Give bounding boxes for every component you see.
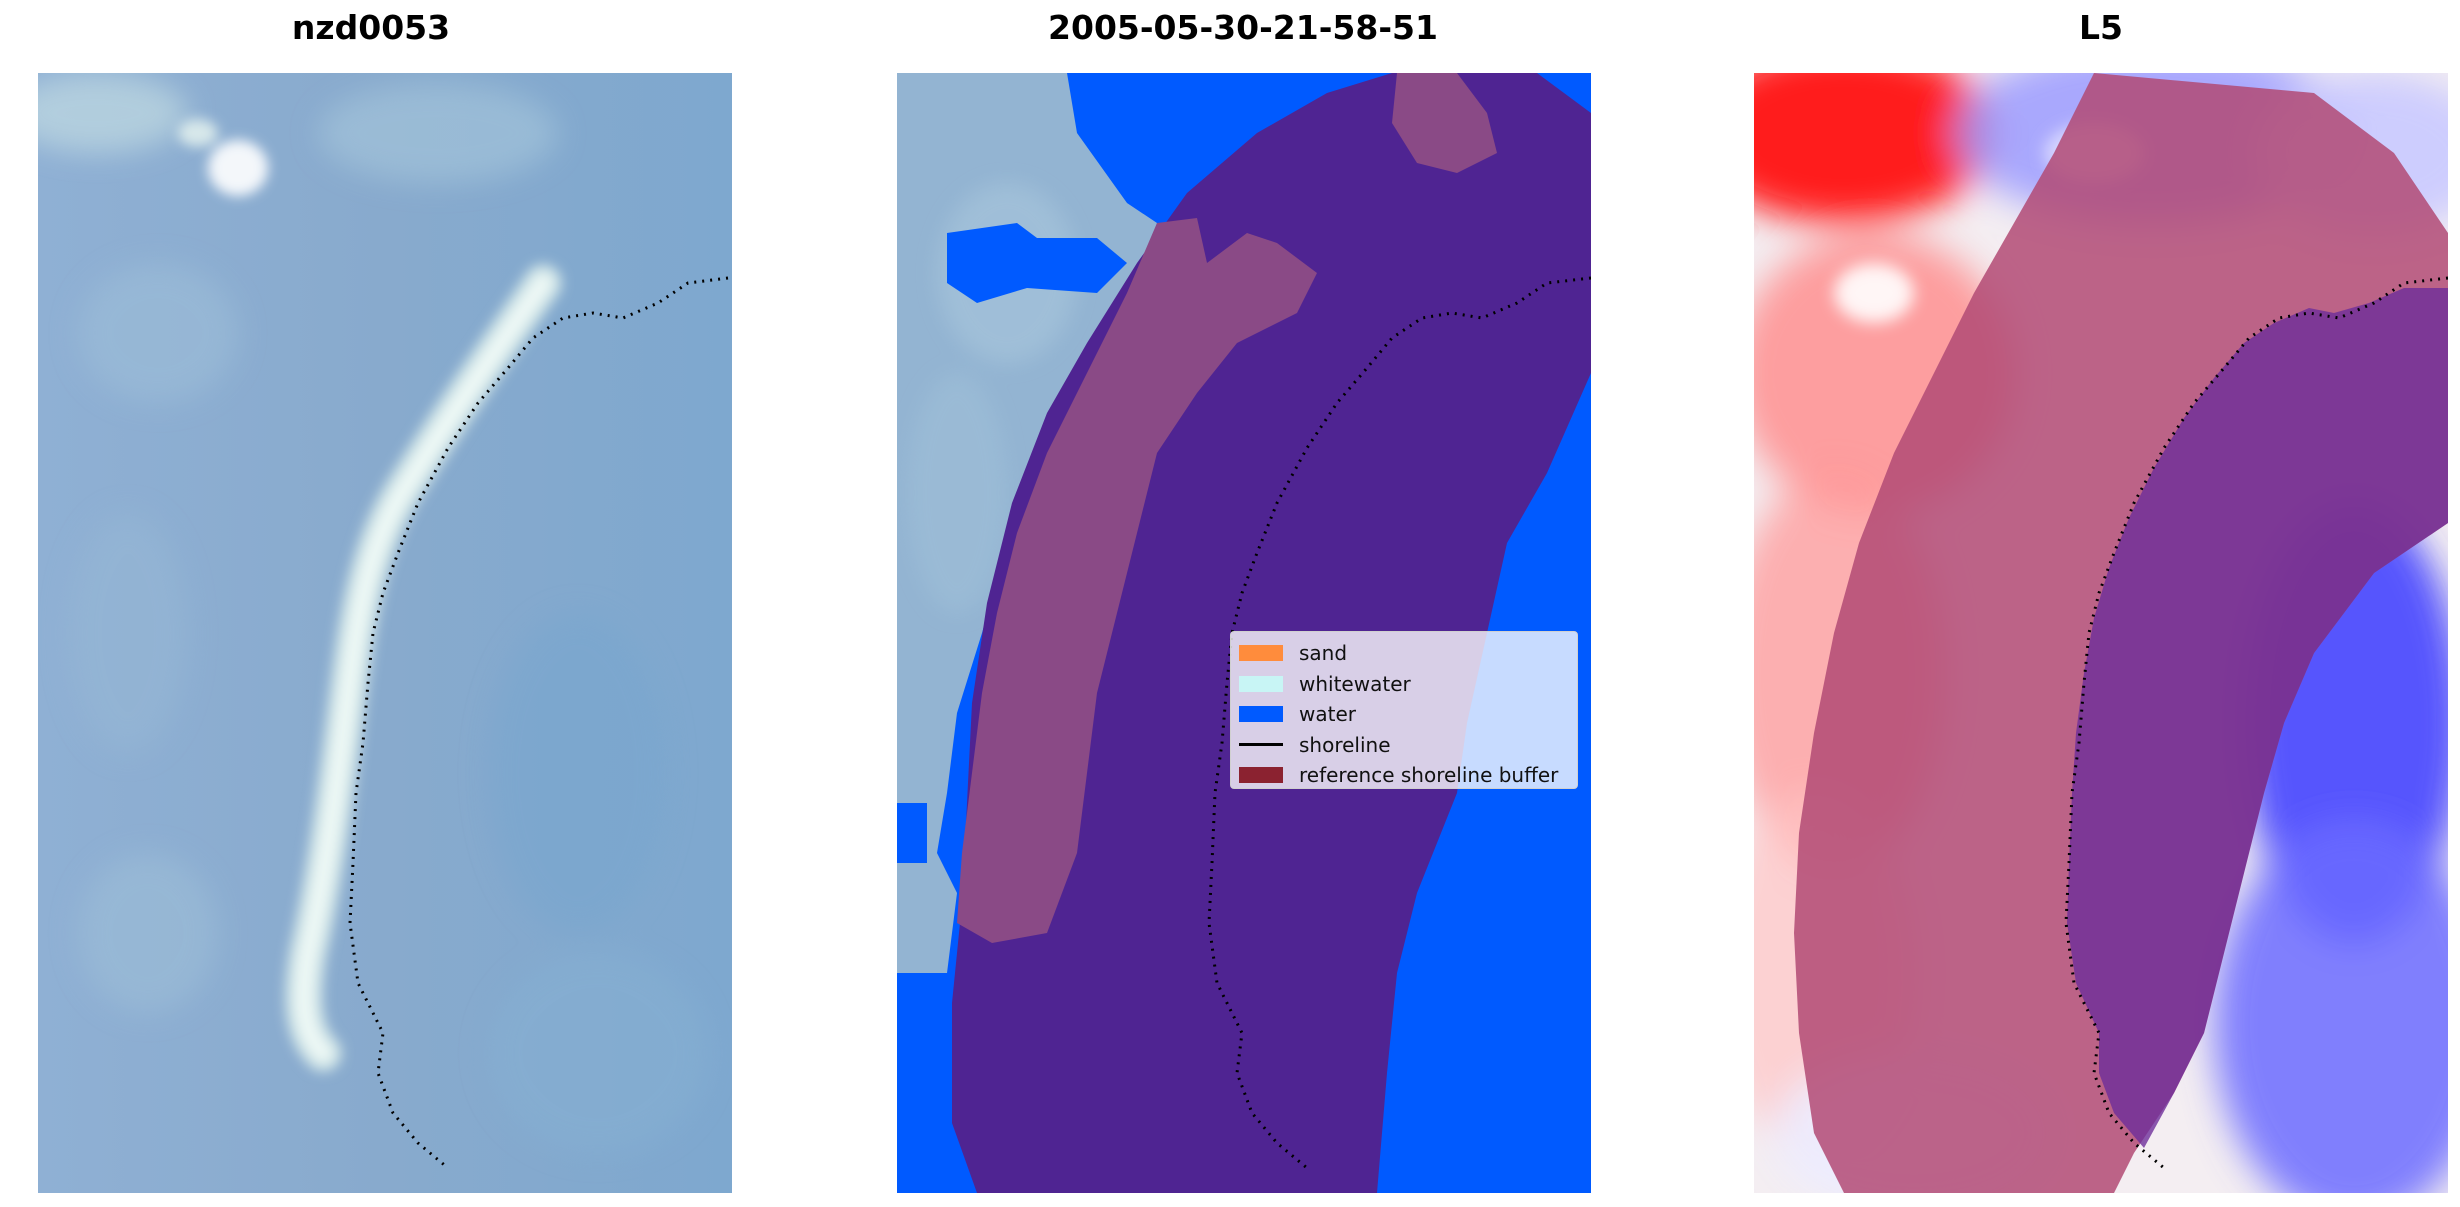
panel-title-index: L5: [2079, 8, 2123, 47]
shoreline-line: [2064, 276, 2448, 1170]
buffer-swatch: [1239, 767, 1283, 784]
legend-label: reference shoreline buffer: [1299, 763, 1559, 788]
legend-label: shoreline: [1299, 732, 1391, 757]
shoreline-line: [348, 276, 729, 1170]
legend-item-buffer: reference shoreline buffer: [1239, 760, 1569, 791]
legend-item-whitewater: whitewater: [1239, 669, 1569, 700]
shoreline-swatch: [1239, 743, 1283, 747]
index-image: [1754, 73, 2448, 1193]
panel-title-classified: 2005-05-30-21-58-51: [1048, 8, 1438, 47]
legend-item-sand: sand: [1239, 638, 1569, 669]
index-image-panel: [1754, 73, 2448, 1193]
rgb-image: [38, 73, 732, 1193]
legend: sand whitewater water shoreline referenc…: [1230, 631, 1578, 789]
legend-label: whitewater: [1299, 671, 1411, 696]
legend-label: water: [1299, 702, 1356, 727]
rgb-image-panel: [38, 73, 732, 1193]
legend-item-shoreline: shoreline: [1239, 730, 1569, 761]
whitewater-swatch: [1239, 675, 1283, 692]
legend-item-water: water: [1239, 699, 1569, 730]
water-swatch: [1239, 706, 1283, 723]
legend-label: sand: [1299, 641, 1348, 666]
shoreline-line: [1207, 276, 1591, 1170]
panel-title-rgb: nzd0053: [291, 8, 451, 47]
sand-swatch: [1239, 645, 1283, 662]
